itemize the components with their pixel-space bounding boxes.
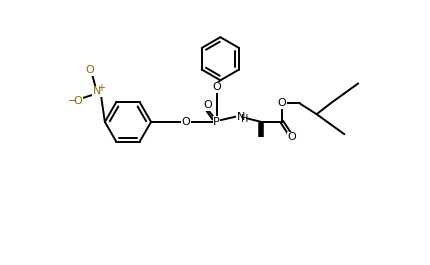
Text: −: − <box>68 96 77 106</box>
Text: O: O <box>278 98 286 108</box>
Text: O: O <box>85 65 94 75</box>
Text: N: N <box>93 86 101 96</box>
Text: O: O <box>74 96 82 106</box>
Text: N: N <box>237 112 246 121</box>
Text: +: + <box>97 83 105 93</box>
Text: P: P <box>213 117 220 127</box>
Text: H: H <box>240 114 248 124</box>
Text: O: O <box>181 117 190 127</box>
Text: O: O <box>288 132 296 142</box>
Text: O: O <box>212 82 221 92</box>
Text: O: O <box>203 100 212 110</box>
